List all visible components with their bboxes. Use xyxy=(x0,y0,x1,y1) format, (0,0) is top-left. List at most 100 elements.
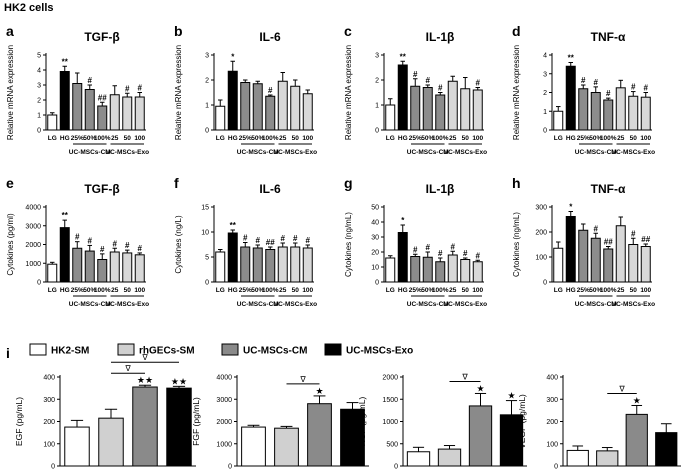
y-tick-label: 100 xyxy=(546,441,558,448)
x-tick-label: 25% xyxy=(71,135,84,142)
significance-mark: ** xyxy=(230,221,237,230)
significance-mark: # xyxy=(88,236,93,245)
significance-mark: # xyxy=(100,245,105,254)
bar-50% xyxy=(84,250,95,283)
x-tick-label: 50% xyxy=(251,135,264,142)
x-tick-label: 25 xyxy=(279,135,287,142)
y-tick-label: 4 xyxy=(37,68,41,75)
x-tick-label: 50% xyxy=(251,287,264,294)
chart-title: TGF-β xyxy=(84,30,119,44)
significance-mark: # xyxy=(426,243,431,252)
bar-25% xyxy=(578,88,589,131)
legend: HK2-SM rhGECs-SM UC-MSCs-CM UC-MSCs-Exo xyxy=(29,343,413,357)
chart-panel-g: g IL-1β Cytokines (ng/mL) 0 10 20 30 40 50 LG * HG #… xyxy=(344,175,487,308)
chart-title: IL-6 xyxy=(259,30,281,44)
x-tick-label: 50 xyxy=(124,287,132,294)
y-tick-label: 3 xyxy=(37,83,41,90)
y-axis-label: Relative mRNA expression xyxy=(174,45,183,140)
y-axis-label: Relative mRNA expression xyxy=(6,45,15,140)
group-label: UC-MSCs-Exo xyxy=(443,149,487,156)
x-tick-label: 100% xyxy=(262,135,279,142)
y-tick-label: 40 xyxy=(371,220,379,227)
bar-HG xyxy=(397,64,408,131)
bar-50% xyxy=(84,89,95,131)
bar-100 xyxy=(302,247,313,283)
legend-swatch xyxy=(29,343,47,356)
significance-mark: * xyxy=(569,203,573,212)
x-tick-label: 25% xyxy=(577,135,590,142)
y-tick-label: 200 xyxy=(43,419,55,426)
significance-mark: # xyxy=(268,86,273,95)
significance-mark: # xyxy=(438,249,443,258)
x-tick-label: 100% xyxy=(432,287,449,294)
bar-25% xyxy=(410,256,421,283)
group-label: UC-MSCs-Exo xyxy=(443,301,487,308)
x-tick-label: 50% xyxy=(589,135,602,142)
y-tick-label: 4000 xyxy=(216,375,232,382)
x-tick-label: 25 xyxy=(617,135,625,142)
y-tick-label: 300 xyxy=(43,397,55,404)
chart-panel-c: c IL-1β Relative mRNA expression 0 1 2 3 LG ** HG… xyxy=(344,23,487,156)
significance-mark: # xyxy=(463,249,468,258)
y-tick-label: 100 xyxy=(535,255,547,262)
x-tick-label: 25 xyxy=(449,135,457,142)
significance-mark: # xyxy=(306,236,311,245)
x-tick-label: LG xyxy=(554,287,563,294)
comparison-mark: ∇ xyxy=(618,384,625,393)
comparison-mark: ∇ xyxy=(141,353,148,362)
bar-50 xyxy=(460,259,471,283)
significance-mark: # xyxy=(243,234,248,243)
significance-mark: # xyxy=(113,239,118,248)
group-label: UC-MSCs-CM xyxy=(237,149,279,156)
group-label: UC-MSCs-CM xyxy=(69,149,111,156)
bar-50 xyxy=(628,95,639,131)
bar-LG xyxy=(47,114,58,131)
bar-100% xyxy=(265,95,276,131)
x-tick-label: 25% xyxy=(239,287,252,294)
bar-HG xyxy=(59,227,70,283)
significance-mark: * xyxy=(401,216,405,225)
x-tick-label: 100% xyxy=(262,287,279,294)
x-tick-label: 100% xyxy=(600,135,617,142)
bar-LG xyxy=(47,263,58,283)
y-tick-label: 1000 xyxy=(382,419,398,426)
bar-50 xyxy=(122,96,133,131)
group-label: UC-MSCs-Exo xyxy=(273,149,317,156)
significance-mark: # xyxy=(413,245,418,254)
bar-25 xyxy=(277,246,288,283)
bar-50 xyxy=(628,244,639,283)
x-tick-label: 100 xyxy=(472,135,483,142)
significance-mark: ★★ xyxy=(137,375,153,385)
significance-mark: # xyxy=(88,76,93,85)
chart-title: IL-1β xyxy=(426,182,455,196)
group-label: UC-MSCs-Exo xyxy=(611,149,655,156)
y-tick-label: 10 xyxy=(201,230,209,237)
bar-25 xyxy=(447,80,458,131)
y-tick-label: 0 xyxy=(228,464,232,469)
y-tick-label: 4 xyxy=(543,53,547,60)
bar-LG xyxy=(215,105,226,131)
y-axis-label: Relative mRNA expression xyxy=(512,45,521,140)
significance-mark: ** xyxy=(568,54,575,63)
y-tick-label: 200 xyxy=(535,230,547,237)
legend-label: UC-MSCs-CM xyxy=(243,346,307,357)
bar-25% xyxy=(410,85,421,131)
significance-mark: ** xyxy=(62,57,69,66)
significance-mark: ★★ xyxy=(171,376,187,386)
y-axis-label: Relative mRNA expression xyxy=(344,45,353,140)
bar-HG xyxy=(565,216,576,283)
bar-HK2-SM xyxy=(241,426,266,467)
y-tick-label: 0 xyxy=(543,280,547,287)
chart-title: TNF-α xyxy=(591,30,626,44)
bar-rhGECs-SM xyxy=(98,417,124,467)
bar-rhGECs-SM xyxy=(274,427,299,467)
comparison-mark: ∇ xyxy=(299,375,306,384)
group-label: UC-MSCs-Exo xyxy=(105,149,149,156)
bar-HG xyxy=(227,232,238,283)
group-label: UC-MSCs-CM xyxy=(575,301,617,308)
x-tick-label: 50% xyxy=(421,287,434,294)
y-tick-label: 50 xyxy=(371,205,379,212)
x-tick-label: 25 xyxy=(279,287,287,294)
y-axis-label: Cytokines (pg/ml) xyxy=(6,213,15,276)
